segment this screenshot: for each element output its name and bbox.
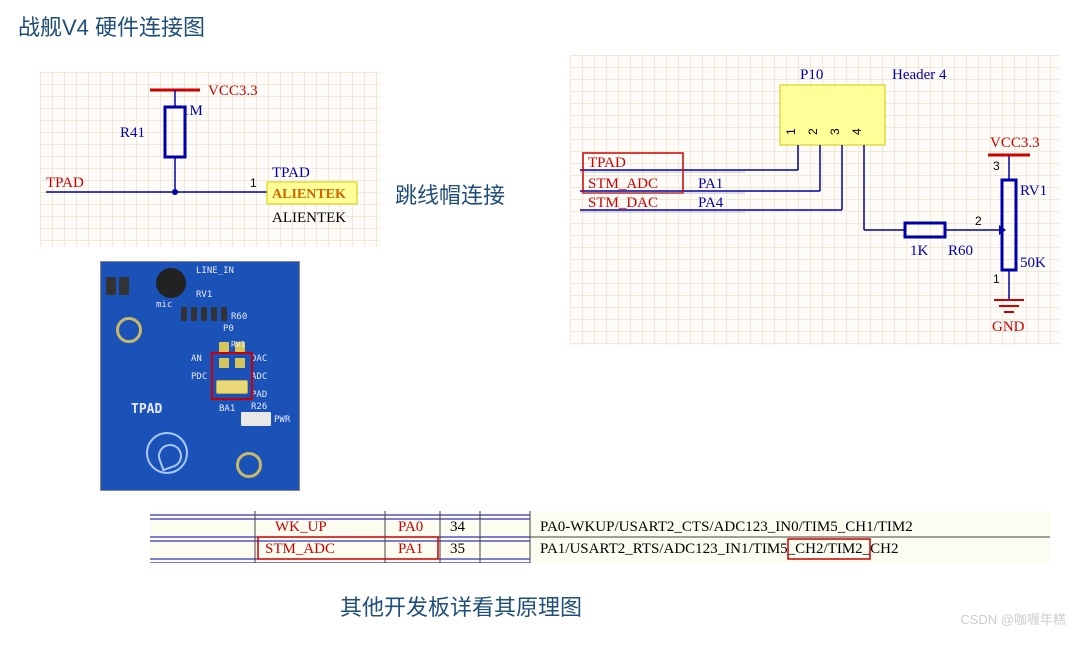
svg-text:2: 2 bbox=[806, 128, 820, 135]
row0-name: WK_UP bbox=[275, 519, 327, 535]
rv1-val: 50K bbox=[1020, 255, 1046, 271]
r41-ref: R41 bbox=[120, 125, 145, 141]
svg-text:1: 1 bbox=[784, 128, 798, 135]
tpad-left: TPAD bbox=[46, 175, 84, 191]
jumper-label: 跳线帽连接 bbox=[395, 178, 505, 210]
r60-val: 1K bbox=[910, 243, 929, 259]
svg-text:3: 3 bbox=[828, 128, 842, 135]
svg-text:4: 4 bbox=[850, 128, 864, 135]
pcb-photo: LINE_IN mic RV1 R60 P0 AN DAC PDC ADC PA… bbox=[100, 261, 300, 491]
left-schematic: VCC3.3 R41 1M TPAD 1 ALIENTEK TPAD ALIEN… bbox=[40, 72, 380, 247]
row0-num: 34 bbox=[450, 519, 466, 535]
row1-name: STM_ADC bbox=[265, 541, 335, 557]
vcc-label: VCC3.3 bbox=[208, 83, 258, 99]
tpad-net: TPAD bbox=[588, 155, 626, 171]
p10-ref: P10 bbox=[800, 67, 823, 83]
pot-pin2: 2 bbox=[975, 214, 982, 228]
row0-pin: PA0 bbox=[398, 519, 423, 535]
pa1-net: PA1 bbox=[698, 176, 723, 192]
stm-dac-net: STM_DAC bbox=[588, 195, 658, 211]
vcc33-right: VCC3.3 bbox=[990, 135, 1040, 151]
rv1-ref: RV1 bbox=[1020, 183, 1047, 199]
pcb-highlight bbox=[211, 352, 253, 400]
row0-func: PA0-WKUP/USART2_CTS/ADC123_IN0/TIM5_CH1/… bbox=[540, 519, 913, 535]
gnd-label: GND bbox=[992, 319, 1025, 335]
r60-ref: R60 bbox=[948, 243, 973, 259]
pot-pin1: 1 bbox=[993, 272, 1000, 286]
alientek-box: ALIENTEK bbox=[272, 187, 346, 202]
pin-function-table: WK_UP PA0 34 PA0-WKUP/USART2_CTS/ADC123_… bbox=[150, 511, 1050, 563]
right-schematic: P10 Header 4 1 2 3 4 TPAD STM_ADC PA1 ST… bbox=[570, 55, 1060, 345]
tpad-right: TPAD bbox=[272, 165, 310, 181]
p10-name: Header 4 bbox=[892, 67, 947, 83]
alientek-logo-icon bbox=[146, 432, 188, 474]
page-title: 战舰V4 硬件连接图 bbox=[18, 10, 205, 42]
r41-val: 1M bbox=[182, 103, 203, 119]
row1-pin: PA1 bbox=[398, 541, 423, 557]
stm-adc-net: STM_ADC bbox=[588, 176, 658, 192]
pin1: 1 bbox=[250, 176, 257, 190]
row1-func: PA1/USART2_RTS/ADC123_IN1/TIM5_CH2/TIM2_… bbox=[540, 541, 899, 557]
watermark: CSDN @咖喱年糕 bbox=[960, 609, 1066, 628]
pa4-net: PA4 bbox=[698, 195, 724, 211]
row1-num: 35 bbox=[450, 541, 465, 557]
alientek-below: ALIENTEK bbox=[272, 210, 346, 226]
pot-pin3: 3 bbox=[993, 159, 1000, 173]
bottom-note: 其他开发板详看其原理图 bbox=[340, 590, 582, 622]
